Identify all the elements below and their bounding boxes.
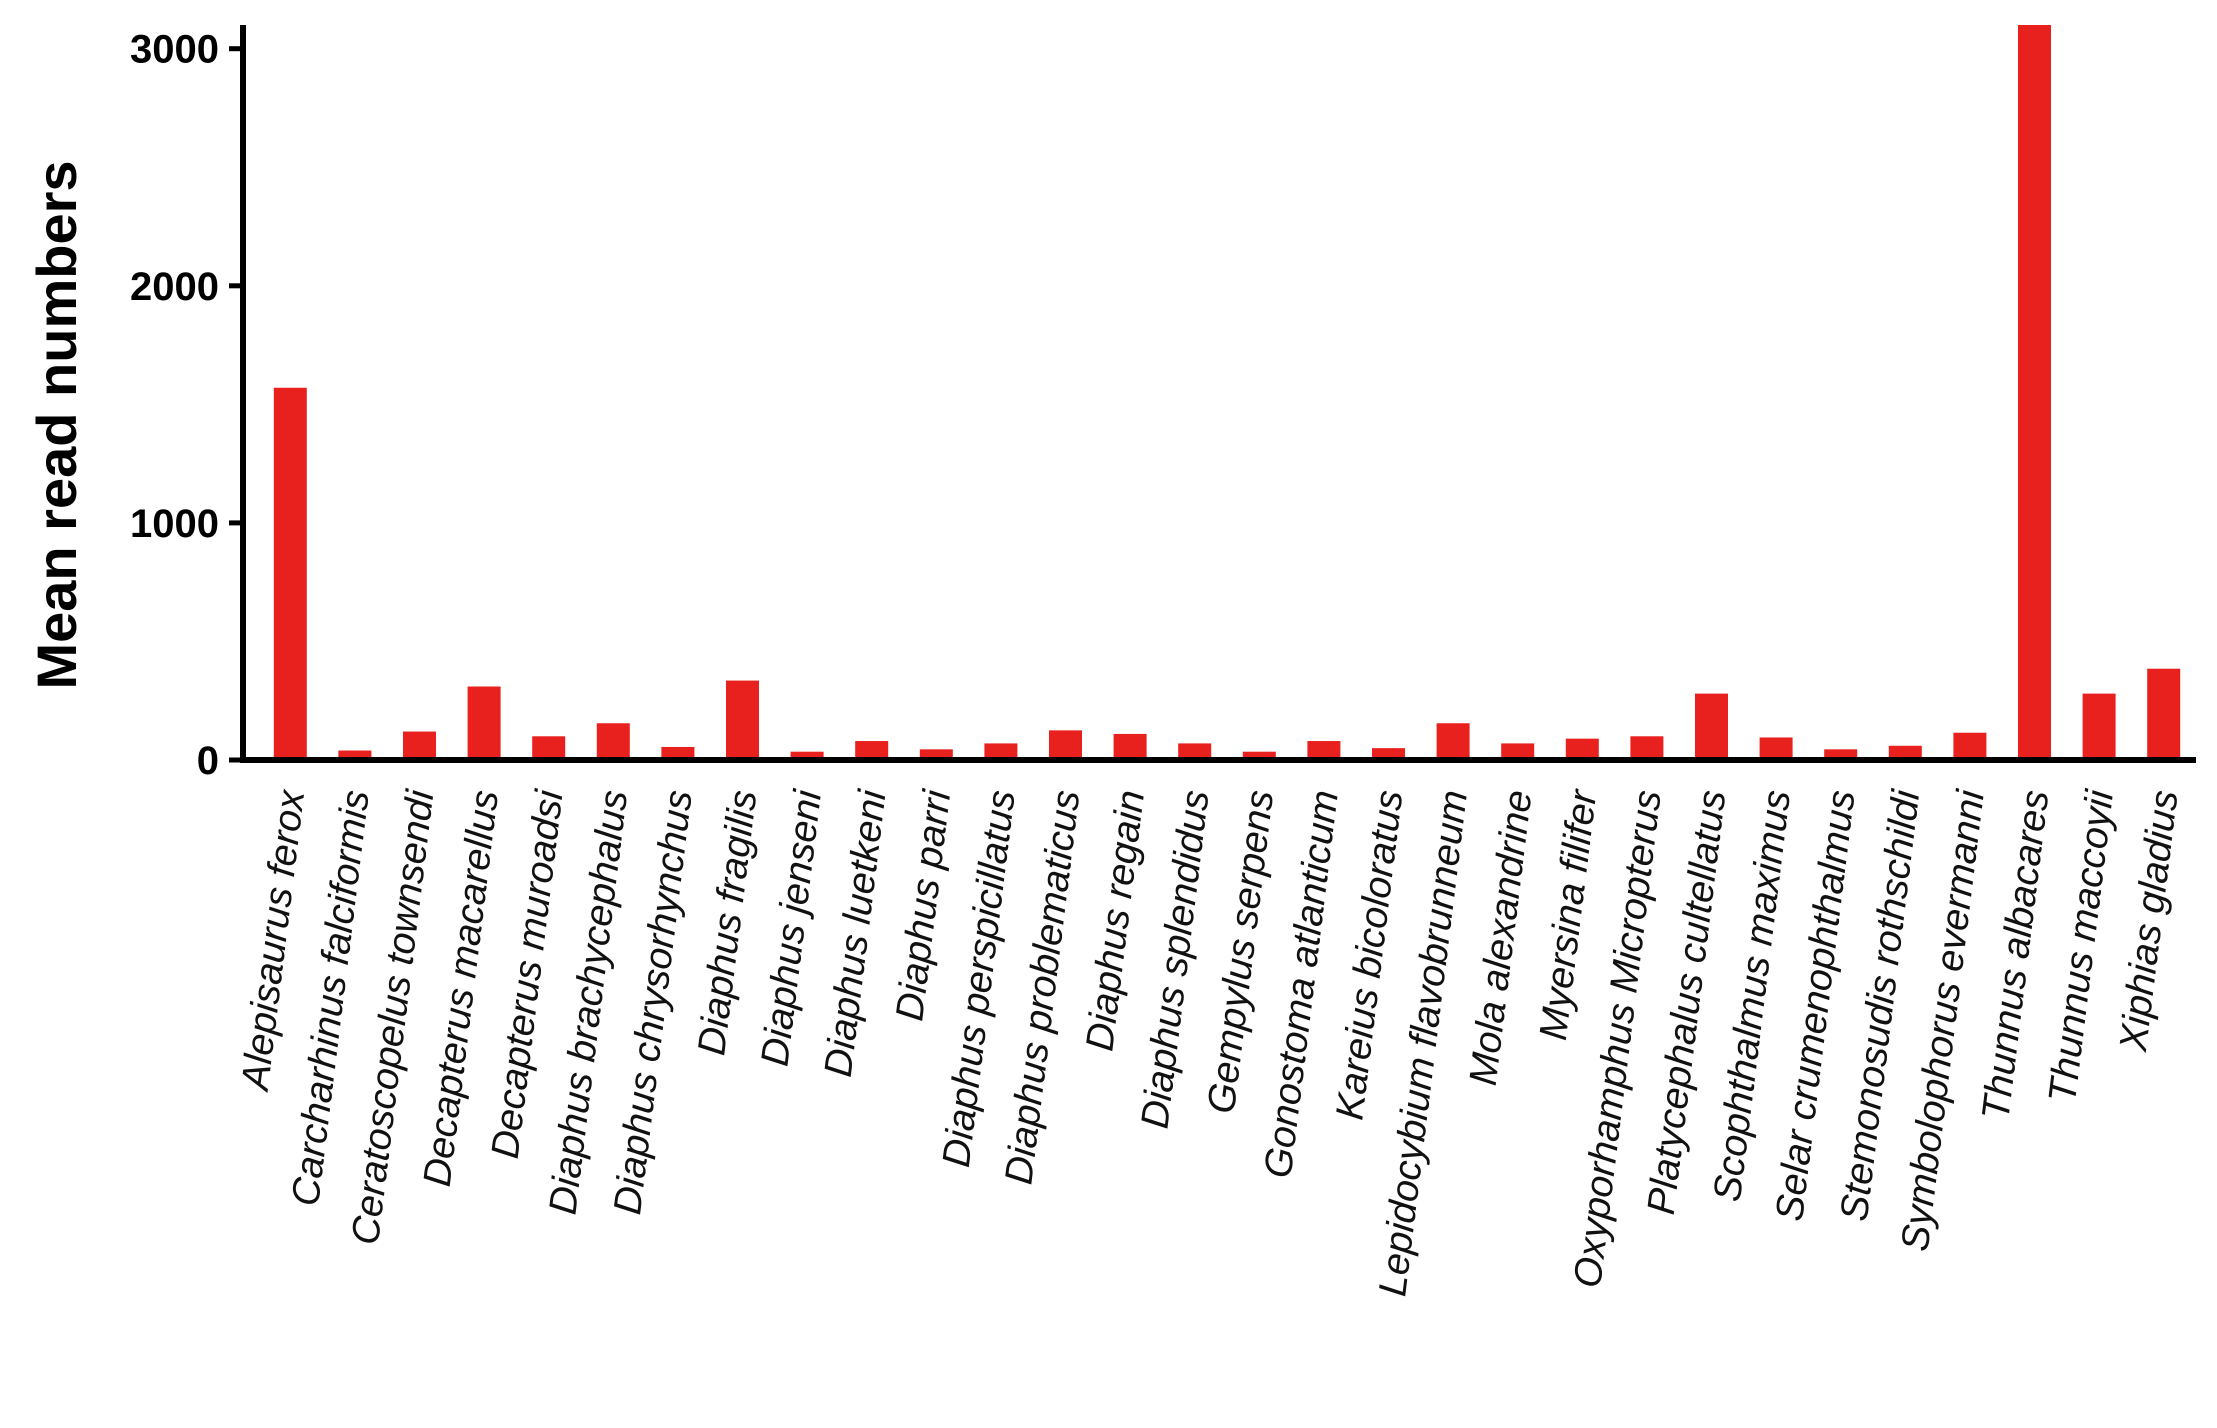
bar xyxy=(726,680,759,760)
bar xyxy=(855,741,889,760)
axes-group xyxy=(240,25,2196,763)
bar xyxy=(1049,730,1082,760)
bar xyxy=(1242,751,1276,760)
x-tick-label: Diaphus regain xyxy=(1078,788,1153,1054)
bar xyxy=(1501,743,1535,760)
bar xyxy=(1307,741,1341,760)
x-tick-label: Alepisaurus ferox xyxy=(234,786,314,1094)
x-tick-label: Myersina filifer xyxy=(1532,786,1606,1043)
bar xyxy=(532,736,566,760)
bar xyxy=(1759,737,1793,760)
bar xyxy=(1630,736,1664,760)
bar xyxy=(1695,693,1728,760)
bar xyxy=(1888,745,1922,760)
bar xyxy=(2082,693,2116,760)
bar xyxy=(2147,668,2181,760)
bar xyxy=(984,743,1018,760)
x-tick-label: Diaphus fragilis xyxy=(690,788,765,1058)
bar xyxy=(790,751,824,760)
y-axis-label: Mean read numbers xyxy=(25,160,88,689)
bar xyxy=(338,750,372,760)
x-tick-label: Xiphias gladius xyxy=(2112,788,2187,1055)
bar xyxy=(1953,732,1987,760)
x-tick-label: Diaphus jenseni xyxy=(754,787,831,1069)
bar xyxy=(919,749,953,760)
bar xyxy=(1565,738,1599,760)
bar xyxy=(273,387,307,760)
x-tick-label: Diaphus luetkeni xyxy=(817,787,895,1080)
y-tick-label: 0 xyxy=(197,739,219,783)
bar xyxy=(661,746,695,760)
bar xyxy=(596,723,630,760)
bar xyxy=(1372,748,1405,760)
x-tick-label: Diaphus parri xyxy=(888,787,959,1024)
bar xyxy=(1178,743,1212,760)
y-tick-label: 3000 xyxy=(130,28,219,72)
bar xyxy=(1824,749,1858,760)
bar xyxy=(467,686,501,760)
x-tick-label: Mola alexandrine xyxy=(1462,788,1541,1088)
y-tick-label: 2000 xyxy=(130,265,219,309)
y-tick-label: 1000 xyxy=(130,502,219,546)
bar xyxy=(403,731,436,760)
bar xyxy=(1113,733,1147,760)
bars-group xyxy=(273,25,2181,760)
bar xyxy=(1436,723,1470,760)
y-ticks-group: 0 1000 2000 3000 xyxy=(130,28,243,783)
x-tick-label: Thunnus maccoyii xyxy=(2041,787,2122,1106)
bar xyxy=(2018,25,2051,760)
